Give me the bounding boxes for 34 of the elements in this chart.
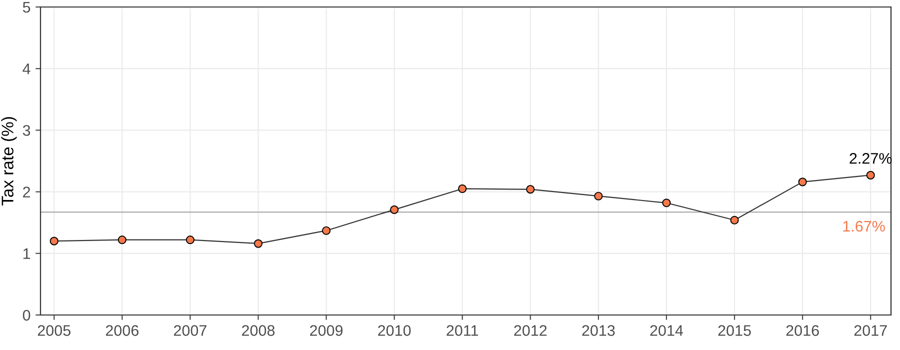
x-tick-label: 2005 — [38, 325, 70, 336]
x-tick-label: 2007 — [174, 325, 206, 336]
x-tick-label: 2015 — [718, 325, 751, 336]
ref-line-label: 1.67% — [843, 220, 885, 232]
point — [50, 236, 58, 246]
y-tick-label: 0 — [22, 310, 30, 321]
point — [254, 239, 263, 248]
x-tick-label: 2012 — [514, 325, 547, 336]
x-tick-label: 2010 — [378, 325, 411, 336]
x-tick-label: 2016 — [786, 325, 819, 336]
point — [526, 185, 535, 194]
x-tick-label: 2006 — [106, 325, 138, 336]
x-tick-label: 2017 — [854, 325, 887, 336]
point — [118, 236, 126, 244]
y-tick-label: 4 — [22, 64, 30, 74]
x-tick-label: 2009 — [310, 325, 343, 336]
point — [798, 178, 807, 186]
y-axis-title: Tax rate (%) — [1, 117, 17, 206]
y-tick-label: 1 — [23, 248, 30, 259]
x-tick-label: 2008 — [242, 325, 275, 336]
point — [322, 226, 331, 235]
point — [186, 236, 194, 244]
y-tick-label: 2 — [23, 186, 30, 198]
point — [866, 170, 875, 180]
y-tick-label: 3 — [22, 125, 30, 136]
x-tick-label: 2013 — [582, 325, 615, 336]
point — [458, 184, 467, 194]
x-tick-label: 2011 — [446, 325, 478, 336]
y-tick-label: 5 — [22, 2, 30, 13]
point — [594, 192, 603, 200]
x-tick-label: 2014 — [650, 325, 684, 336]
point — [730, 216, 739, 224]
point — [390, 205, 399, 214]
point — [662, 198, 671, 208]
